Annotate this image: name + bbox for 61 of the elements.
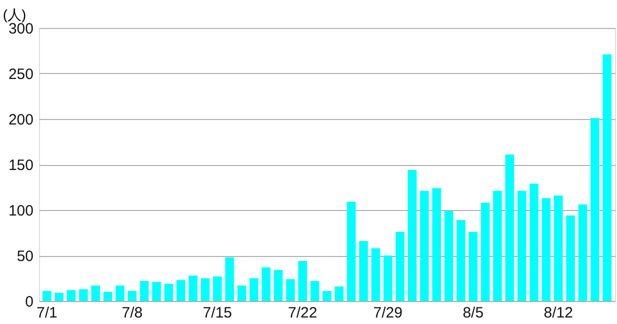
bar: [274, 270, 283, 301]
y-tick-label: 250: [8, 66, 34, 83]
bar: [517, 190, 526, 301]
x-tick-label: 7/1: [36, 304, 58, 322]
bar: [396, 232, 404, 301]
bar: [542, 198, 551, 301]
bar: [42, 290, 52, 301]
bar: [79, 289, 88, 301]
bar: [493, 190, 502, 301]
bar: [371, 248, 380, 301]
bar: [322, 290, 332, 301]
bar: [566, 215, 575, 301]
bar: [213, 276, 222, 301]
y-axis-title: (人): [2, 6, 26, 22]
x-tick-label: 7/15: [202, 304, 232, 322]
bar: [237, 286, 246, 301]
bar: [188, 276, 198, 301]
bar: [578, 204, 588, 301]
bar: [91, 286, 100, 301]
bar: [408, 170, 417, 301]
bar: [152, 282, 161, 301]
y-tick-label: 150: [8, 157, 34, 174]
bar: [176, 280, 186, 301]
y-tick-label: 200: [8, 112, 34, 128]
bar: [103, 292, 112, 301]
x-tick-label: 7/22: [288, 304, 318, 322]
bar: [480, 202, 490, 301]
bar: [590, 118, 600, 301]
bar: [116, 286, 124, 301]
bar: [298, 260, 308, 301]
bar: [54, 292, 64, 301]
bar: [250, 278, 258, 301]
bar: [200, 278, 210, 301]
bar: [432, 188, 441, 301]
y-tick-label: 50: [16, 248, 34, 265]
bar: [530, 184, 538, 301]
bar: [286, 279, 295, 301]
bar: [164, 284, 174, 301]
bar: [310, 280, 320, 301]
bar: [66, 290, 76, 301]
bar: [505, 154, 514, 301]
bar: [334, 286, 344, 301]
bar: [554, 195, 563, 301]
x-tick-label: 8/12: [544, 304, 573, 322]
bar: [444, 210, 454, 301]
y-tick-label: 0: [25, 294, 34, 310]
bar: [359, 240, 368, 301]
bar: [225, 257, 234, 301]
bar: [140, 280, 149, 301]
bar: [262, 267, 270, 301]
bar: [456, 220, 466, 301]
bar: [128, 290, 137, 301]
bar: [602, 54, 612, 301]
bar: [420, 190, 429, 301]
bar: [384, 256, 392, 301]
y-tick-label: 100: [8, 202, 34, 220]
x-tick-label: 8/5: [462, 304, 484, 322]
x-tick-label: 7/8: [122, 304, 143, 322]
bar: [468, 232, 478, 301]
bar: [346, 202, 356, 301]
x-tick-label: 7/29: [373, 304, 402, 322]
